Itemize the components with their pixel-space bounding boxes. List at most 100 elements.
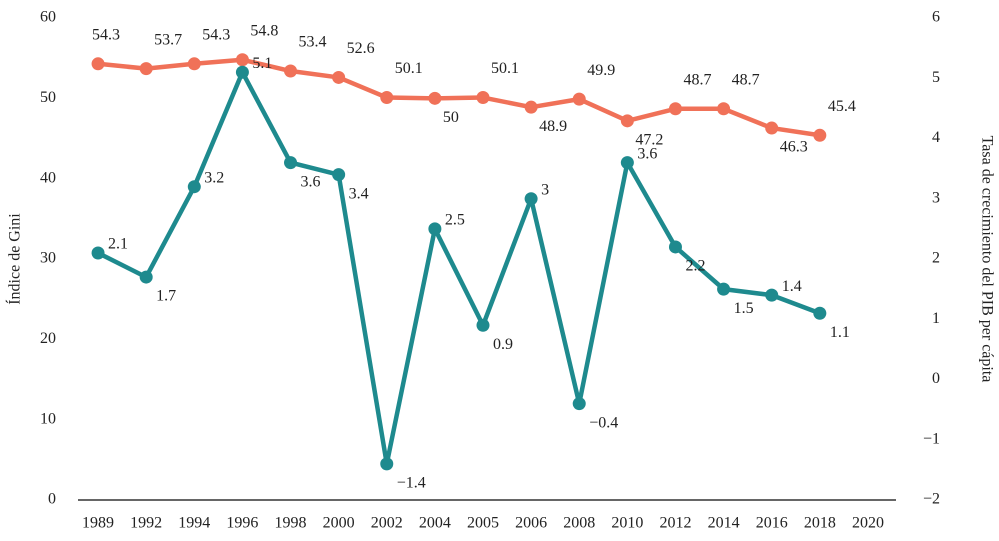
y-axis-title: Índice de Gini xyxy=(5,213,24,305)
y2-tick-label: 0 xyxy=(932,370,940,387)
data-point xyxy=(91,57,105,71)
data-point xyxy=(380,91,394,105)
series-line xyxy=(97,69,821,467)
data-point xyxy=(524,100,538,114)
data-label: 1.1 xyxy=(830,324,850,341)
data-point xyxy=(813,128,827,142)
y-tick-label: 60 xyxy=(40,9,56,26)
x-tick-label: 1992 xyxy=(130,515,162,532)
y2-tick-label: 2 xyxy=(932,250,940,267)
data-label: 2.1 xyxy=(108,236,128,253)
data-point xyxy=(428,222,442,236)
data-point xyxy=(717,102,731,116)
data-point xyxy=(187,57,201,71)
data-label: 50.1 xyxy=(491,60,519,77)
data-point xyxy=(620,156,634,170)
data-label: 54.3 xyxy=(92,26,120,43)
y-tick-label: 40 xyxy=(40,169,56,186)
y-tick-label: 10 xyxy=(40,410,56,427)
y2-tick-label: −1 xyxy=(923,430,940,447)
x-tick-label: 2014 xyxy=(708,515,740,532)
data-point xyxy=(620,114,634,128)
x-tick-label: 2000 xyxy=(323,515,355,532)
x-tick-label: 2018 xyxy=(804,515,836,532)
data-point xyxy=(332,70,346,84)
x-tick-label: 1994 xyxy=(178,515,210,532)
data-label: 3 xyxy=(541,181,549,198)
data-label: 1.4 xyxy=(782,278,802,295)
y-tick-label: 0 xyxy=(48,491,56,508)
data-point xyxy=(284,156,298,170)
y2-tick-label: 4 xyxy=(932,129,940,146)
data-point xyxy=(813,306,827,320)
data-label: 1.7 xyxy=(156,288,176,305)
data-point xyxy=(476,318,490,332)
data-label: 53.4 xyxy=(299,34,327,51)
data-point xyxy=(380,457,394,471)
x-tick-label: 2008 xyxy=(563,515,595,532)
y2-axis-title: Tasa de crecimiento del PIB per cápita xyxy=(978,136,995,383)
data-point xyxy=(476,91,490,105)
x-tick-label: 2016 xyxy=(756,515,788,532)
data-label: 50 xyxy=(443,109,459,126)
data-point xyxy=(332,168,346,182)
data-label: 53.7 xyxy=(154,31,182,48)
data-point xyxy=(668,102,682,116)
y2-tick-label: 1 xyxy=(932,310,940,327)
x-tick-label: 2002 xyxy=(371,515,403,532)
data-point xyxy=(139,62,153,76)
data-label: 0.9 xyxy=(493,336,513,353)
data-label: 2.2 xyxy=(685,258,705,275)
x-tick-label: 2020 xyxy=(852,515,884,532)
data-point xyxy=(572,397,586,411)
data-point xyxy=(524,192,538,206)
series-line xyxy=(97,57,821,138)
data-label: 48.7 xyxy=(732,71,760,88)
data-label: 5.1 xyxy=(252,55,272,72)
data-label: 3.2 xyxy=(204,169,224,186)
y-tick-label: 50 xyxy=(40,89,56,106)
data-label: 49.9 xyxy=(587,62,615,79)
x-tick-label: 2012 xyxy=(659,515,691,532)
x-tick-label: 2005 xyxy=(467,515,499,532)
x-tick-label: 2004 xyxy=(419,515,451,532)
y-tick-label: 30 xyxy=(40,250,56,267)
data-label: 52.6 xyxy=(347,40,375,57)
data-label: 54.3 xyxy=(202,26,230,43)
data-label: 3.6 xyxy=(637,145,657,162)
data-label: −0.4 xyxy=(589,414,618,431)
data-point xyxy=(91,246,105,260)
data-point xyxy=(139,270,153,284)
data-point xyxy=(572,92,586,106)
data-label: 45.4 xyxy=(828,98,856,115)
y2-tick-label: −2 xyxy=(923,491,940,508)
x-tick-label: 2010 xyxy=(611,515,643,532)
x-tick-label: 1989 xyxy=(82,515,114,532)
y-tick-label: 20 xyxy=(40,330,56,347)
y2-tick-label: 6 xyxy=(932,9,940,26)
data-point xyxy=(765,288,779,302)
data-point xyxy=(187,180,201,194)
data-point xyxy=(717,282,731,296)
data-label: 1.5 xyxy=(734,300,754,317)
data-point xyxy=(765,121,779,135)
data-label: 3.6 xyxy=(301,173,321,190)
data-point xyxy=(235,53,249,67)
y2-tick-label: 3 xyxy=(932,189,940,206)
data-label: 47.2 xyxy=(635,131,663,148)
x-tick-label: 2006 xyxy=(515,515,547,532)
x-tick-label: 1996 xyxy=(226,515,258,532)
data-point xyxy=(668,240,682,254)
data-label: −1.4 xyxy=(397,475,426,492)
data-label: 50.1 xyxy=(395,60,423,77)
y2-tick-label: 5 xyxy=(932,69,940,86)
data-label: 3.4 xyxy=(349,185,369,202)
data-label: 54.8 xyxy=(250,22,278,39)
data-point xyxy=(284,64,298,78)
data-label: 46.3 xyxy=(780,139,808,156)
data-point xyxy=(235,65,249,79)
data-label: 2.5 xyxy=(445,212,465,229)
data-point xyxy=(428,91,442,105)
x-tick-label: 1998 xyxy=(275,515,307,532)
